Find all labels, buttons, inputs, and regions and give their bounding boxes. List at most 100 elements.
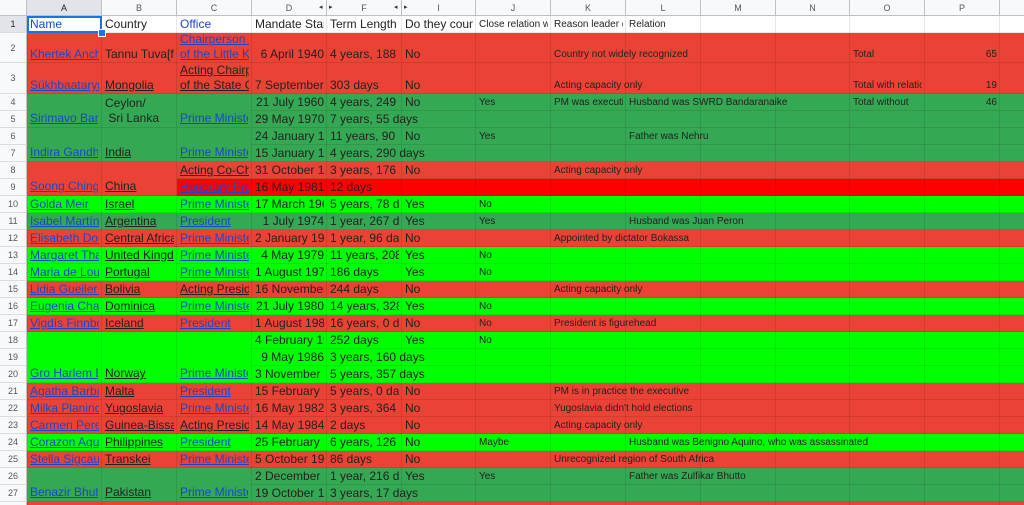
office-text[interactable]: President	[180, 435, 231, 449]
cell-do-they-count[interactable]: No	[402, 315, 476, 332]
cell-office[interactable]: President	[177, 315, 252, 332]
cell-office[interactable]: Prime Minister	[177, 196, 252, 213]
column-header-next[interactable]	[1000, 0, 1024, 16]
cell-office[interactable]: Prime Minister	[177, 264, 252, 281]
fill-handle[interactable]	[98, 29, 106, 37]
name-text[interactable]: Gro Harlem Brundtland	[30, 366, 98, 380]
cell-office[interactable]: Acting President	[177, 417, 252, 434]
cell-do-they-count[interactable]: No	[402, 451, 551, 468]
hidden-columns-arrow-icon[interactable]: ▸	[329, 4, 333, 11]
cell-country[interactable]: Dominica	[102, 298, 177, 315]
cell-do-they-count[interactable]: Yes	[402, 298, 476, 315]
office-text[interactable]: Prime Minister	[180, 366, 248, 380]
cell-relation[interactable]: Husband was Juan Peron	[626, 213, 1000, 230]
cell-office[interactable]: Chairperson of of the Little Khural	[177, 33, 252, 63]
office-text[interactable]: President	[180, 214, 231, 228]
cell-close-relation[interactable]: Yes	[476, 468, 626, 485]
row-header-10[interactable]: 10	[0, 196, 27, 213]
header-country[interactable]: Country	[102, 16, 177, 33]
column-header-p[interactable]: P	[925, 0, 1000, 16]
row-header-8[interactable]: 8	[0, 162, 27, 179]
cell-reason[interactable]: Acting capacity only	[551, 162, 1000, 179]
cell-summary-label[interactable]: Total with relation	[850, 63, 925, 94]
cell-do-they-count[interactable]: No	[402, 281, 551, 298]
cell-office[interactable]: Prime Minister	[177, 128, 252, 162]
cell-close-relation[interactable]: Yes	[476, 128, 626, 145]
cell-do-they-count[interactable]: No	[402, 383, 551, 400]
cell-office[interactable]: Acting Co-Chairman	[177, 162, 252, 179]
name-text[interactable]: Elisabeth Domitien	[30, 231, 99, 245]
cell-reason[interactable]: Yugoslavia didn't hold elections	[551, 400, 1000, 417]
cell-term-length[interactable]: 252 days	[327, 332, 402, 349]
cell-country[interactable]: Pakistan	[102, 468, 177, 502]
cell-country[interactable]: United Kingdom	[102, 247, 177, 264]
cell-reason[interactable]: Acting capacity only	[551, 281, 1000, 298]
column-header-c[interactable]: C	[177, 0, 252, 16]
cell-close-relation[interactable]: No	[476, 247, 1000, 264]
office-text[interactable]: Prime Minister	[180, 145, 248, 159]
cell-mandate-start[interactable]: 16 May 1981	[252, 179, 327, 196]
cell-do-they-count[interactable]: Yes	[402, 264, 476, 281]
office-text[interactable]: Prime Minister	[180, 401, 249, 415]
cell-name[interactable]: Margaret Thatcher	[27, 247, 102, 264]
row-header-15[interactable]: 15	[0, 281, 27, 298]
name-text[interactable]: Milka Planinc	[30, 401, 99, 415]
row-header-16[interactable]: 16	[0, 298, 27, 315]
cell-close-relation[interactable]: Yes	[476, 213, 626, 230]
row-header-12[interactable]: 12	[0, 230, 27, 247]
cell-mandate-start[interactable]: 17 March 1969	[252, 196, 327, 213]
cell-do-they-count[interactable]: No	[402, 33, 551, 63]
row-header-5[interactable]: 5	[0, 111, 27, 128]
cell-name[interactable]: Lidia Gueiler Tejada	[27, 281, 102, 298]
cell-office[interactable]: Prime Minister	[177, 94, 252, 128]
cell-office[interactable]: Prime Minister	[177, 332, 252, 383]
header-office[interactable]: Office	[177, 16, 252, 33]
row-header-3[interactable]: 3	[0, 63, 27, 94]
row-header-17[interactable]: 17	[0, 315, 27, 332]
cell-term-length[interactable]: 16 years, 0 days	[327, 315, 402, 332]
cell-term-length[interactable]: 3 years, 160 days	[327, 349, 1000, 366]
row-header-26[interactable]: 26	[0, 468, 27, 485]
cell-office[interactable]: President	[177, 434, 252, 451]
cell-name[interactable]: Isabel Martínez de Perón	[27, 213, 102, 230]
cell-country[interactable]: Malta	[102, 383, 177, 400]
office-text[interactable]: Prime Minister	[180, 485, 248, 499]
cell-term-length[interactable]: 5 years, 78 days	[327, 196, 402, 213]
cell-do-they-count[interactable]: No	[402, 400, 551, 417]
header-name[interactable]: Name	[27, 16, 102, 33]
cell-name[interactable]: Corazon Aquino	[27, 434, 102, 451]
cell-name[interactable]: Gro Harlem Brundtland	[27, 332, 102, 383]
name-text[interactable]: Stella Sigcau	[30, 452, 99, 466]
cell-close-relation[interactable]: Maybe	[476, 434, 626, 451]
cell-relation[interactable]: Husband was Benigno Aquino, who was assa…	[626, 434, 1000, 451]
office-text[interactable]: Chairperson of of the Little Khural	[180, 33, 249, 61]
cell-do-they-count[interactable]: Yes	[402, 213, 476, 230]
row-header-18[interactable]: 18	[0, 332, 27, 349]
cell-name[interactable]: Golda Meir	[27, 196, 102, 213]
cell-mandate-start[interactable]: 1 August 1980	[252, 315, 327, 332]
cell-do-they-count[interactable]: Yes	[402, 332, 476, 349]
cell-country[interactable]: Israel	[102, 196, 177, 213]
cell-country[interactable]: Bolivia	[102, 281, 177, 298]
name-text[interactable]: Indira Gandhi	[30, 145, 98, 159]
cell-country[interactable]: Philippines	[102, 434, 177, 451]
cell-country[interactable]: Norway	[102, 332, 177, 383]
cell-name[interactable]: Vigdís Finnbogadóttir	[27, 315, 102, 332]
row-header-21[interactable]: 21	[0, 383, 27, 400]
office-text[interactable]: Prime Minister	[180, 248, 249, 262]
cell-mandate-start[interactable]: 1 July 1974	[252, 213, 327, 230]
cell-mandate-start[interactable]: 4 February 1981	[252, 332, 327, 349]
cell-mandate-start[interactable]: 15 February 1982	[252, 383, 327, 400]
name-text[interactable]: Sirimavo Bandaranaike	[30, 111, 98, 125]
name-text[interactable]: Isabel Martínez de Perón	[30, 214, 99, 228]
column-header-j[interactable]: J	[476, 0, 551, 16]
cell-reason[interactable]: PM is in practice the executive	[551, 383, 1000, 400]
cell-term-length[interactable]: 1 year, 96 days	[327, 230, 402, 247]
cell-name[interactable]: Eugenia Charles	[27, 298, 102, 315]
cell-mandate-start[interactable]: 3 November 1990	[252, 366, 327, 383]
cell-close-relation[interactable]: No	[476, 298, 1000, 315]
cell-summary-label[interactable]: Total without	[850, 94, 925, 111]
cell-name[interactable]: Sirimavo Bandaranaike	[27, 94, 102, 128]
cell-country[interactable]: Portugal	[102, 264, 177, 281]
cell-do-they-count[interactable]: No	[402, 162, 551, 179]
